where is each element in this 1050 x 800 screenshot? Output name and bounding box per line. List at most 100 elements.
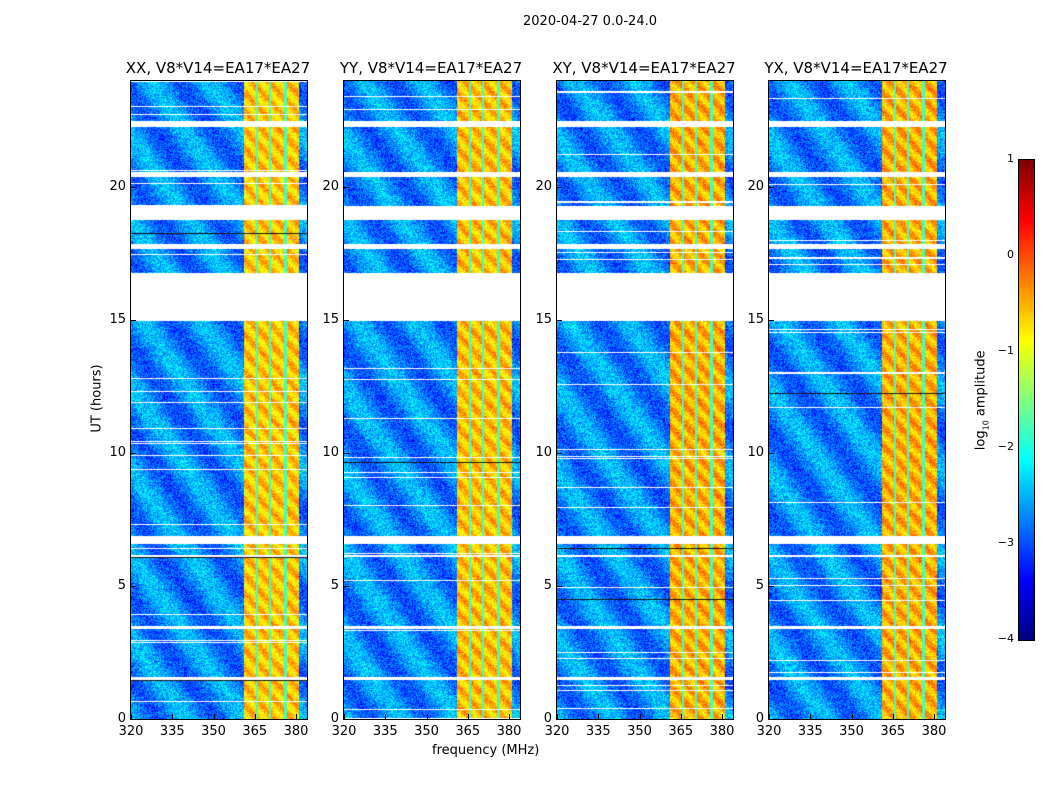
x-tick-label: 365: [880, 724, 906, 739]
x-tick-mark: [172, 714, 174, 719]
colorbar-label: log10 amplitude: [974, 350, 991, 450]
x-tick-mark: [467, 714, 469, 719]
colorbar-tick-label: 1: [1007, 152, 1014, 165]
y-tick-label: 15: [322, 312, 339, 328]
y-tick-mark: [131, 320, 136, 322]
y-tick-mark: [769, 719, 774, 720]
y-tick-mark: [557, 719, 562, 720]
spectrogram-panel: [768, 80, 946, 720]
x-tick-label: 365: [455, 724, 481, 739]
x-tick-mark: [131, 714, 132, 719]
x-tick-label: 320: [118, 724, 144, 739]
x-tick-mark: [639, 714, 641, 719]
y-tick-label: 0: [755, 711, 764, 726]
y-tick-label: 5: [755, 578, 764, 594]
y-tick-label: 20: [109, 179, 126, 195]
y-tick-mark: [131, 586, 136, 588]
x-tick-mark: [296, 714, 297, 719]
panel-title: XX, V8*V14=EA17*EA27: [125, 59, 311, 77]
x-tick-label: 335: [797, 724, 823, 739]
colorbar-tick-label: 0: [1007, 248, 1014, 261]
y-tick-label: 20: [535, 179, 552, 195]
x-tick-label: 350: [839, 724, 864, 739]
x-axis-label: frequency (MHz): [432, 743, 540, 758]
x-tick-mark: [385, 714, 387, 719]
colorbar-tick-label: −3: [997, 536, 1014, 549]
x-tick-mark: [680, 714, 682, 719]
heatmap-cells: [131, 81, 307, 719]
x-tick-label: 350: [201, 724, 226, 739]
y-tick-mark: [557, 320, 562, 322]
x-tick-mark: [344, 714, 345, 719]
y-tick-label: 10: [322, 445, 339, 461]
x-tick-label: 335: [159, 724, 185, 739]
y-tick-mark: [344, 187, 349, 189]
y-tick-mark: [131, 187, 136, 189]
x-tick-label: 365: [668, 724, 694, 739]
y-tick-label: 0: [117, 711, 126, 726]
y-tick-mark: [557, 453, 562, 455]
y-tick-label: 20: [322, 179, 339, 195]
heatmap-cells: [769, 81, 945, 719]
x-tick-mark: [722, 714, 723, 719]
x-tick-label: 335: [585, 724, 611, 739]
y-tick-mark: [557, 586, 562, 588]
y-tick-label: 15: [747, 312, 764, 328]
panel-title: XY, V8*V14=EA17*EA27: [552, 59, 736, 77]
x-tick-mark: [934, 714, 935, 719]
y-axis-label: UT (hours): [89, 364, 105, 433]
x-tick-mark: [509, 714, 510, 719]
x-tick-label: 335: [372, 724, 398, 739]
x-tick-label: 350: [414, 724, 439, 739]
y-tick-label: 0: [543, 711, 552, 726]
panel-title: YY, V8*V14=EA17*EA27: [339, 59, 523, 77]
heatmap-cells: [557, 81, 733, 719]
colorbar-label-sub: 10: [981, 420, 991, 431]
x-tick-label: 320: [756, 724, 782, 739]
colorbar-label-main: log: [973, 430, 989, 451]
colorbar-label-tail: amplitude: [973, 350, 989, 421]
x-tick-label: 380: [496, 724, 522, 739]
spectrogram-panel: [130, 80, 308, 720]
colorbar-tick-label: −4: [997, 632, 1014, 645]
colorbar: [1018, 159, 1035, 641]
x-tick-mark: [598, 714, 600, 719]
y-tick-mark: [557, 187, 562, 189]
y-tick-mark: [344, 586, 349, 588]
x-tick-label: 380: [921, 724, 947, 739]
y-tick-label: 5: [117, 578, 126, 594]
y-tick-label: 5: [543, 578, 552, 594]
x-tick-label: 380: [283, 724, 309, 739]
x-tick-mark: [426, 714, 428, 719]
y-tick-label: 10: [535, 445, 552, 461]
heatmap-cells: [344, 81, 520, 719]
spectrogram-panel: [343, 80, 521, 720]
panel-title: YX, V8*V14=EA17*EA27: [764, 59, 948, 77]
x-tick-mark: [769, 714, 770, 719]
y-tick-label: 5: [330, 578, 339, 594]
x-tick-label: 320: [331, 724, 357, 739]
x-tick-mark: [213, 714, 215, 719]
y-tick-mark: [131, 719, 136, 720]
y-tick-mark: [769, 586, 774, 588]
figure-title: 2020-04-27 0.0-24.0: [523, 14, 657, 29]
y-tick-mark: [769, 320, 774, 322]
y-tick-label: 10: [747, 445, 764, 461]
x-tick-mark: [851, 714, 853, 719]
y-tick-mark: [344, 719, 349, 720]
y-tick-label: 15: [109, 312, 126, 328]
spectrogram-panel: [556, 80, 734, 720]
colorbar-tick-label: −1: [997, 344, 1014, 357]
y-tick-mark: [344, 320, 349, 322]
x-tick-label: 350: [627, 724, 652, 739]
y-tick-label: 10: [109, 445, 126, 461]
x-tick-mark: [892, 714, 894, 719]
y-tick-mark: [769, 187, 774, 189]
y-tick-label: 15: [535, 312, 552, 328]
x-tick-label: 320: [544, 724, 570, 739]
x-tick-mark: [810, 714, 812, 719]
y-tick-mark: [131, 453, 136, 455]
x-tick-label: 380: [709, 724, 735, 739]
colorbar-tick-label: −2: [997, 440, 1014, 453]
